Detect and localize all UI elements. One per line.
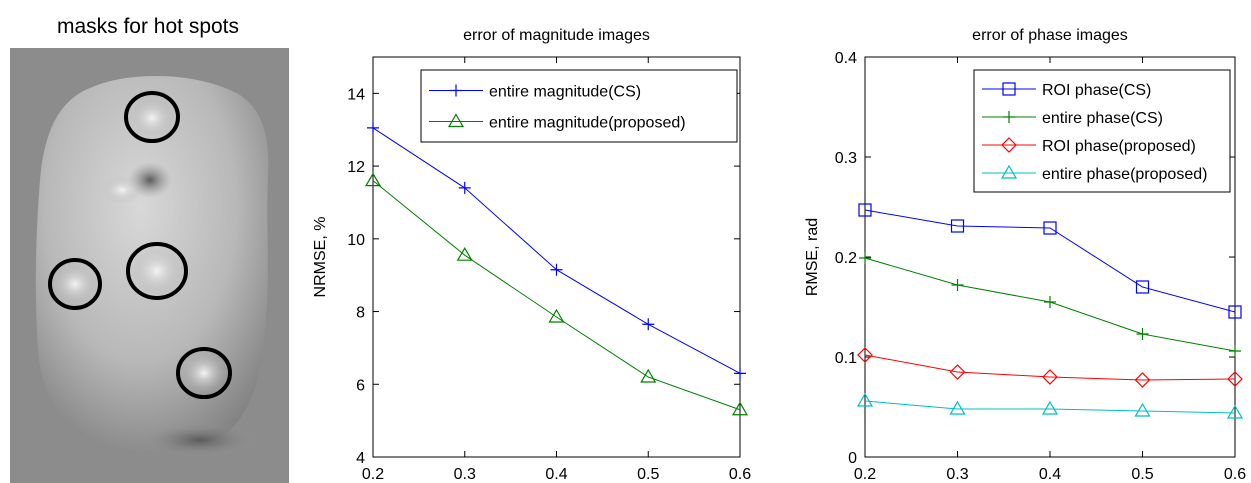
legend-entry-label: ROI phase(proposed) [1042, 138, 1196, 155]
hot-spot-glow [131, 247, 183, 295]
x-tick-label: 0.5 [637, 466, 659, 483]
hot-spot-glow [182, 353, 226, 393]
x-tick-label: 0.2 [854, 466, 876, 483]
x-tick-label: 0.4 [545, 466, 567, 483]
y-axis-label: RMSE, rad [804, 218, 821, 296]
y-tick-label: 0.2 [835, 250, 857, 267]
legend-entry-label: entire phase(proposed) [1042, 166, 1207, 183]
hot-spot-glow [130, 98, 174, 138]
y-axis-label: NRMSE, % [312, 217, 329, 298]
x-tick-label: 0.5 [1131, 466, 1153, 483]
legend-entry-label: entire magnitude(CS) [489, 84, 641, 101]
x-tick-label: 0.2 [362, 466, 384, 483]
phase-error-chart: error of phase imagessampling rateRMSE, … [804, 27, 1246, 483]
mask-panel: masks for hot spots [10, 15, 289, 483]
y-tick-label: 0.3 [835, 150, 857, 167]
y-tick-label: 0.1 [835, 350, 857, 367]
y-tick-label: 0.4 [835, 50, 857, 67]
y-tick-label: 10 [347, 232, 365, 249]
magnitude-error-chart: error of magnitude imagessampling rateNR… [312, 27, 751, 483]
legend-entry-label: entire magnitude(proposed) [489, 115, 686, 132]
x-tick-label: 0.4 [1039, 466, 1061, 483]
y-tick-label: 12 [347, 159, 365, 176]
legend-entry-label: ROI phase(CS) [1042, 82, 1151, 99]
x-tick-label: 0.6 [1224, 466, 1246, 483]
chart-title: error of magnitude images [463, 27, 650, 44]
legend-entry-label: entire phase(CS) [1042, 110, 1163, 127]
chart-title: error of phase images [972, 27, 1128, 44]
dark-region [140, 422, 260, 458]
y-tick-label: 6 [356, 377, 365, 394]
bright-region [102, 176, 142, 204]
x-tick-label: 0.3 [454, 466, 476, 483]
x-tick-label: 0.3 [946, 466, 968, 483]
y-tick-label: 8 [356, 305, 365, 322]
mask-panel-title: masks for hot spots [57, 15, 239, 38]
y-tick-label: 14 [347, 86, 365, 103]
y-tick-label: 0 [848, 450, 857, 467]
x-tick-label: 0.6 [729, 466, 751, 483]
y-tick-label: 4 [356, 450, 365, 467]
hot-spot-glow [53, 264, 97, 304]
